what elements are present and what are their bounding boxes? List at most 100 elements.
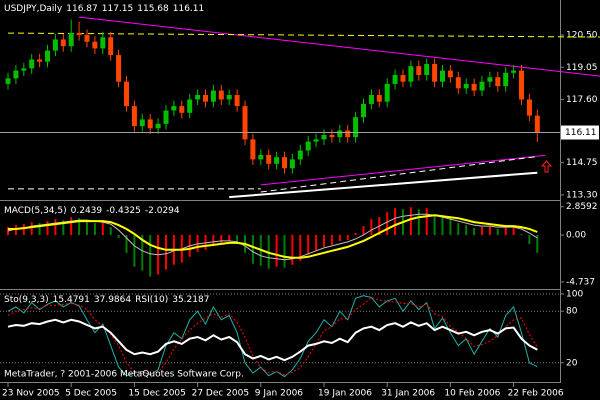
- candle-body: [210, 90, 216, 102]
- candle-body: [321, 134, 327, 140]
- histogram-bar: [38, 223, 41, 235]
- histogram-bar: [394, 208, 397, 235]
- x-tick-label: 9 Jan 2006: [255, 389, 303, 399]
- histogram-bar: [520, 233, 523, 235]
- histogram-bar: [465, 225, 468, 235]
- histogram-bar: [362, 226, 365, 235]
- histogram-bar: [433, 214, 436, 235]
- histogram-bar: [512, 226, 515, 235]
- label-part: Sto(9,3,3): [4, 295, 49, 305]
- candle-body: [76, 32, 82, 36]
- histogram-bar: [496, 229, 499, 235]
- histogram-bar: [86, 220, 88, 235]
- candle-body: [313, 139, 319, 142]
- histogram-bar: [14, 225, 17, 235]
- candle-body: [487, 77, 493, 82]
- trend-line: [229, 171, 538, 199]
- histogram-bar: [528, 234, 531, 244]
- histogram-bar: [417, 209, 420, 235]
- histogram-bar: [409, 207, 412, 235]
- trend-line: [7, 32, 600, 38]
- label-part: -0.4325: [106, 206, 141, 216]
- candle-body: [13, 70, 19, 79]
- histogram-bar: [275, 234, 278, 267]
- candle-body: [534, 115, 540, 133]
- candle-body: [289, 159, 295, 169]
- candle-body: [258, 154, 264, 160]
- histogram-bar: [212, 234, 215, 245]
- label-part: 116.87: [66, 4, 98, 14]
- candle-body: [274, 157, 280, 164]
- candle-body: [155, 123, 161, 129]
- histogram-bar: [488, 226, 491, 235]
- candle-body: [187, 99, 193, 113]
- histogram-bar: [93, 223, 96, 235]
- label-part: 116.11: [173, 4, 205, 14]
- candle-body: [45, 50, 50, 62]
- candle-body: [345, 130, 351, 138]
- indicator-label: MACD(5,34,5) 0.2439 -0.4325 -2.0294: [4, 206, 180, 216]
- candle-body: [37, 59, 43, 62]
- candle-body: [139, 119, 145, 127]
- candle-body: [5, 78, 11, 84]
- candle-body: [463, 83, 469, 89]
- price-box: [561, 125, 599, 140]
- histogram-bar: [7, 227, 9, 235]
- candle-body: [68, 32, 74, 47]
- candle-body: [84, 35, 90, 42]
- candle-body: [242, 106, 248, 140]
- histogram-bar: [236, 234, 239, 243]
- histogram-bar: [457, 223, 460, 235]
- y-tick-label: 114.75: [566, 158, 598, 168]
- candle-body: [400, 75, 406, 82]
- label-part: USDJPY,Daily: [4, 4, 63, 14]
- histogram-bar: [283, 234, 286, 268]
- histogram-bar: [101, 222, 104, 235]
- candle-body: [503, 72, 509, 87]
- x-tick-label: 23 Nov 2005: [2, 389, 60, 399]
- candle-body: [29, 59, 35, 69]
- y-tick-label: 0.00: [566, 230, 586, 240]
- histogram-bar: [109, 227, 112, 235]
- candle-body: [226, 95, 232, 100]
- histogram-bar: [504, 227, 507, 235]
- label-part: 15.4791: [53, 295, 90, 305]
- histogram-bar: [330, 234, 333, 245]
- candle-body: [218, 90, 224, 100]
- y-tick-label: 119.05: [566, 63, 598, 73]
- candle-body: [432, 63, 438, 82]
- candle-body: [203, 95, 208, 102]
- label-part: -2.0294: [145, 206, 180, 216]
- candle-body: [368, 95, 374, 104]
- histogram-bar: [536, 234, 539, 253]
- candle-body: [495, 77, 501, 87]
- histogram-bar: [449, 218, 452, 235]
- histogram-bar: [346, 234, 349, 240]
- histogram-bar: [78, 218, 81, 235]
- trend-line: [260, 155, 538, 193]
- y-tick-label: 113.30: [566, 190, 598, 200]
- candle-body: [195, 95, 201, 100]
- indicator-line: [8, 214, 538, 259]
- histogram-bar: [62, 220, 65, 235]
- panel-frame: [0, 0, 561, 383]
- histogram-bar: [54, 219, 57, 235]
- y-tick-label: 80: [566, 307, 578, 317]
- candle-body: [361, 103, 366, 118]
- candle-body: [305, 141, 311, 151]
- x-tick-label: 22 Feb 2006: [508, 389, 564, 399]
- candle-body: [455, 77, 461, 89]
- x-tick-label: 15 Dec 2005: [128, 389, 186, 399]
- y-tick-label: -4.737: [566, 277, 595, 287]
- y-tick-label: 100: [566, 290, 583, 300]
- candle-body: [384, 83, 390, 102]
- candle-body: [479, 81, 485, 91]
- candle-body: [440, 70, 445, 82]
- histogram-bar: [251, 234, 254, 264]
- candle-body: [353, 117, 359, 138]
- candle-body: [131, 106, 137, 127]
- histogram-bar: [70, 217, 73, 235]
- candle-body: [471, 83, 477, 91]
- histogram-bar: [141, 234, 144, 271]
